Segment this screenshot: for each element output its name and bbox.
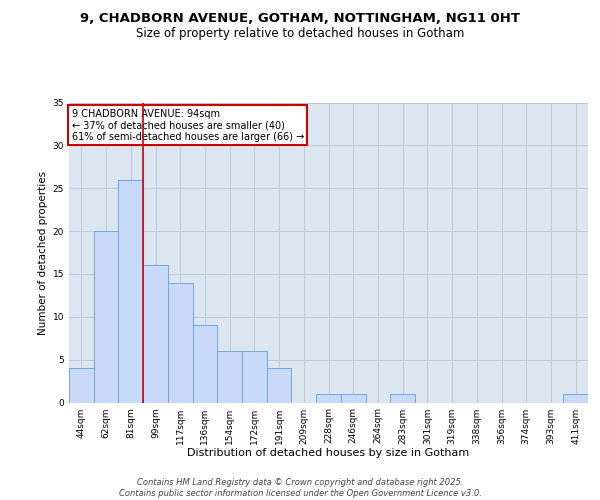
Bar <box>563 394 588 402</box>
Text: Size of property relative to detached houses in Gotham: Size of property relative to detached ho… <box>136 28 464 40</box>
Bar <box>193 326 217 402</box>
Text: 9, CHADBORN AVENUE, GOTHAM, NOTTINGHAM, NG11 0HT: 9, CHADBORN AVENUE, GOTHAM, NOTTINGHAM, … <box>80 12 520 26</box>
Bar <box>69 368 94 402</box>
Text: 9 CHADBORN AVENUE: 94sqm
← 37% of detached houses are smaller (40)
61% of semi-d: 9 CHADBORN AVENUE: 94sqm ← 37% of detach… <box>71 108 304 142</box>
Bar <box>217 351 242 403</box>
Bar <box>242 351 267 403</box>
Bar <box>94 231 118 402</box>
Y-axis label: Number of detached properties: Number of detached properties <box>38 170 49 334</box>
Bar <box>316 394 341 402</box>
Bar <box>118 180 143 402</box>
Bar <box>390 394 415 402</box>
Text: Contains HM Land Registry data © Crown copyright and database right 2025.
Contai: Contains HM Land Registry data © Crown c… <box>119 478 481 498</box>
X-axis label: Distribution of detached houses by size in Gotham: Distribution of detached houses by size … <box>187 448 470 458</box>
Bar <box>341 394 365 402</box>
Bar <box>168 282 193 403</box>
Bar <box>143 266 168 402</box>
Bar <box>267 368 292 402</box>
